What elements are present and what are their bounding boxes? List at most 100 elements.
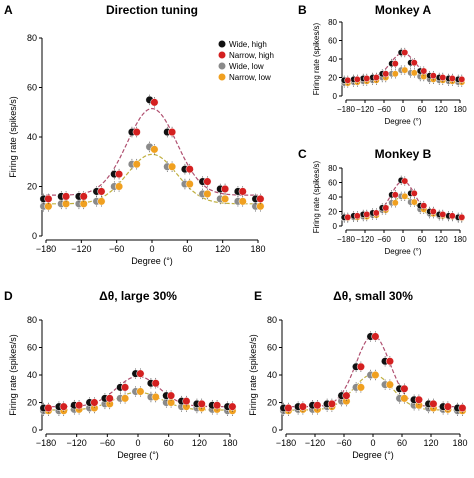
- data-point: [401, 66, 409, 74]
- panel-label: E: [254, 289, 262, 303]
- data-point: [429, 399, 438, 408]
- y-tick-label: 60: [267, 343, 277, 353]
- x-axis-label: Degree (°): [385, 117, 422, 126]
- y-tick-label: 0: [272, 425, 277, 435]
- data-point: [151, 392, 160, 402]
- data-point: [443, 402, 452, 411]
- data-point: [401, 49, 409, 56]
- data-point: [371, 332, 380, 341]
- x-tick-label: 180: [250, 244, 265, 254]
- data-point: [121, 394, 130, 403]
- x-tick-label: 120: [192, 438, 207, 448]
- y-tick-label: 80: [27, 315, 37, 325]
- data-point: [439, 210, 447, 218]
- x-tick-label: 180: [453, 235, 467, 244]
- panel-label: A: [4, 3, 13, 17]
- y-tick-label: 40: [328, 55, 337, 64]
- data-point: [203, 177, 212, 186]
- panel-D: D Δθ, large 30% 0 20 40 60 80 −180 −120 −60 0 60 120…: [4, 289, 238, 460]
- data-point: [353, 75, 361, 83]
- data-point: [429, 72, 437, 80]
- chart-title: Monkey A: [375, 3, 432, 17]
- fit-curve: [286, 334, 460, 408]
- chart-title: Δθ, large 30%: [99, 289, 177, 303]
- data-point: [168, 128, 177, 137]
- data-point: [121, 383, 130, 392]
- data-point: [344, 213, 352, 221]
- y-axis-label: Firing rate (spikes/s): [8, 334, 18, 416]
- data-point: [105, 394, 114, 403]
- y-tick-label: 60: [328, 179, 337, 188]
- x-tick-label: −60: [336, 438, 351, 448]
- legend-marker: [218, 40, 226, 48]
- data-point: [256, 194, 265, 203]
- panel-label: D: [4, 289, 13, 303]
- x-tick-label: −180: [36, 438, 56, 448]
- data-point: [401, 177, 409, 185]
- data-point: [382, 204, 390, 212]
- data-point: [75, 401, 84, 410]
- data-point: [59, 402, 68, 411]
- data-point: [458, 403, 467, 413]
- data-point: [363, 74, 371, 82]
- y-axis-label: Firing rate (spikes/s): [312, 160, 321, 233]
- data-point: [385, 357, 394, 366]
- legend-marker: [218, 51, 226, 59]
- data-point: [221, 194, 230, 203]
- x-tick-label: 0: [401, 105, 406, 114]
- x-tick-label: −180: [276, 438, 296, 448]
- x-tick-label: 0: [135, 438, 140, 448]
- y-tick-label: 20: [27, 398, 37, 408]
- data-point: [400, 384, 409, 393]
- legend-label: Narrow, high: [229, 51, 274, 60]
- x-tick-label: 120: [215, 244, 230, 254]
- data-point: [382, 70, 390, 78]
- data-point: [44, 194, 53, 203]
- panel-B: B Monkey A 0 20 40 60 80 −180 −120 −60 0 60 120 180 De…: [298, 3, 467, 126]
- data-point: [410, 69, 418, 77]
- data-point: [372, 209, 380, 217]
- data-point: [391, 60, 399, 68]
- x-axis-label: Degree (°): [352, 450, 394, 460]
- data-point: [185, 165, 194, 174]
- data-point: [448, 74, 456, 82]
- data-point: [429, 208, 437, 215]
- y-tick-label: 40: [328, 193, 337, 202]
- data-point: [197, 399, 206, 408]
- panel-A: A Direction tuning 0 20 40 60 80 −180 −120 −60 0 60…: [4, 3, 274, 266]
- data-point: [238, 197, 247, 206]
- data-point: [136, 369, 145, 378]
- y-tick-label: 60: [27, 343, 37, 353]
- legend-label: Wide, high: [229, 40, 267, 49]
- y-axis-label: Firing rate (spikes/s): [248, 334, 258, 416]
- x-axis-label: Degree (°): [117, 450, 159, 460]
- y-tick-label: 80: [328, 18, 337, 27]
- data-point: [132, 128, 141, 137]
- data-point: [115, 170, 124, 179]
- data-point: [182, 397, 191, 406]
- y-tick-label: 80: [328, 164, 337, 173]
- panel-label: C: [298, 147, 307, 161]
- data-point: [213, 401, 222, 410]
- y-tick-label: 40: [267, 370, 277, 380]
- y-tick-label: 20: [267, 398, 277, 408]
- data-point: [203, 189, 212, 198]
- data-point: [90, 398, 99, 407]
- y-tick-label: 20: [27, 182, 37, 192]
- x-tick-label: 0: [370, 438, 375, 448]
- data-point: [79, 192, 88, 201]
- data-point: [136, 387, 145, 396]
- chart-title: Direction tuning: [106, 3, 198, 17]
- data-point: [228, 402, 237, 411]
- data-point: [410, 198, 418, 206]
- y-tick-label: 80: [267, 315, 277, 325]
- panel-E: E Δθ, small 30% 0 20 40 60 80 −180 −120 −60 0 60 120…: [248, 289, 468, 460]
- x-tick-label: 120: [434, 235, 448, 244]
- x-tick-label: 120: [434, 105, 448, 114]
- x-tick-label: −180: [337, 235, 356, 244]
- x-tick-label: −180: [337, 105, 356, 114]
- y-tick-label: 60: [328, 37, 337, 46]
- data-point: [342, 391, 351, 400]
- y-tick-label: 20: [328, 208, 337, 217]
- data-point: [238, 187, 247, 196]
